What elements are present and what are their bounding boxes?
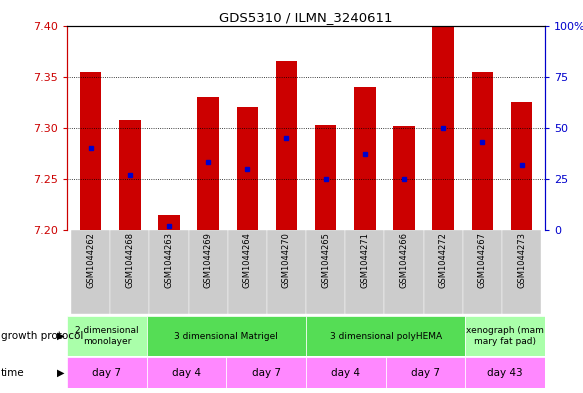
Text: day 4: day 4 — [331, 367, 360, 378]
Bar — [306, 357, 386, 388]
Text: time: time — [1, 367, 24, 378]
Bar — [394, 126, 415, 230]
Bar — [384, 230, 424, 314]
Bar — [147, 316, 306, 356]
Text: GSM1044269: GSM1044269 — [203, 232, 213, 288]
Text: ▶: ▶ — [57, 331, 64, 341]
Text: day 7: day 7 — [252, 367, 281, 378]
Text: growth protocol: growth protocol — [1, 331, 83, 341]
Bar — [197, 97, 219, 230]
Bar — [354, 87, 375, 230]
Bar — [119, 119, 141, 230]
Bar — [188, 230, 228, 314]
Bar — [67, 316, 147, 356]
Text: GSM1044270: GSM1044270 — [282, 232, 291, 288]
Bar — [228, 230, 267, 314]
Bar — [226, 357, 306, 388]
Bar — [158, 215, 180, 230]
Bar — [80, 72, 101, 230]
Text: GSM1044264: GSM1044264 — [243, 232, 252, 288]
Text: day 43: day 43 — [487, 367, 523, 378]
Text: day 7: day 7 — [411, 367, 440, 378]
Bar — [267, 230, 306, 314]
Text: GSM1044265: GSM1044265 — [321, 232, 330, 288]
Bar — [424, 230, 463, 314]
Bar — [315, 125, 336, 230]
Text: GSM1044267: GSM1044267 — [478, 232, 487, 288]
Text: 2 dimensional
monolayer: 2 dimensional monolayer — [75, 326, 139, 346]
Bar — [147, 357, 226, 388]
Bar — [502, 230, 541, 314]
Text: GSM1044266: GSM1044266 — [399, 232, 409, 288]
Bar — [237, 107, 258, 230]
Bar — [149, 230, 188, 314]
Text: day 7: day 7 — [92, 367, 121, 378]
Bar — [110, 230, 149, 314]
Text: ▶: ▶ — [57, 367, 64, 378]
Bar — [465, 316, 545, 356]
Bar — [511, 102, 532, 230]
Text: GSM1044273: GSM1044273 — [517, 232, 526, 288]
Text: xenograph (mam
mary fat pad): xenograph (mam mary fat pad) — [466, 326, 544, 346]
Bar — [71, 230, 110, 314]
Text: GSM1044272: GSM1044272 — [439, 232, 448, 288]
Bar — [67, 357, 147, 388]
Bar — [465, 357, 545, 388]
Bar — [463, 230, 502, 314]
Bar — [472, 72, 493, 230]
Title: GDS5310 / ILMN_3240611: GDS5310 / ILMN_3240611 — [219, 11, 393, 24]
Bar — [306, 230, 345, 314]
Text: 3 dimensional Matrigel: 3 dimensional Matrigel — [174, 332, 278, 340]
Text: GSM1044262: GSM1044262 — [86, 232, 95, 288]
Bar — [386, 357, 465, 388]
Text: GSM1044271: GSM1044271 — [360, 232, 370, 288]
Text: 3 dimensional polyHEMA: 3 dimensional polyHEMA — [330, 332, 442, 340]
Bar — [345, 230, 384, 314]
Text: day 4: day 4 — [172, 367, 201, 378]
Text: GSM1044263: GSM1044263 — [164, 232, 173, 288]
Bar — [276, 61, 297, 230]
Bar — [306, 316, 465, 356]
Text: GSM1044268: GSM1044268 — [125, 232, 134, 288]
Bar — [433, 26, 454, 230]
